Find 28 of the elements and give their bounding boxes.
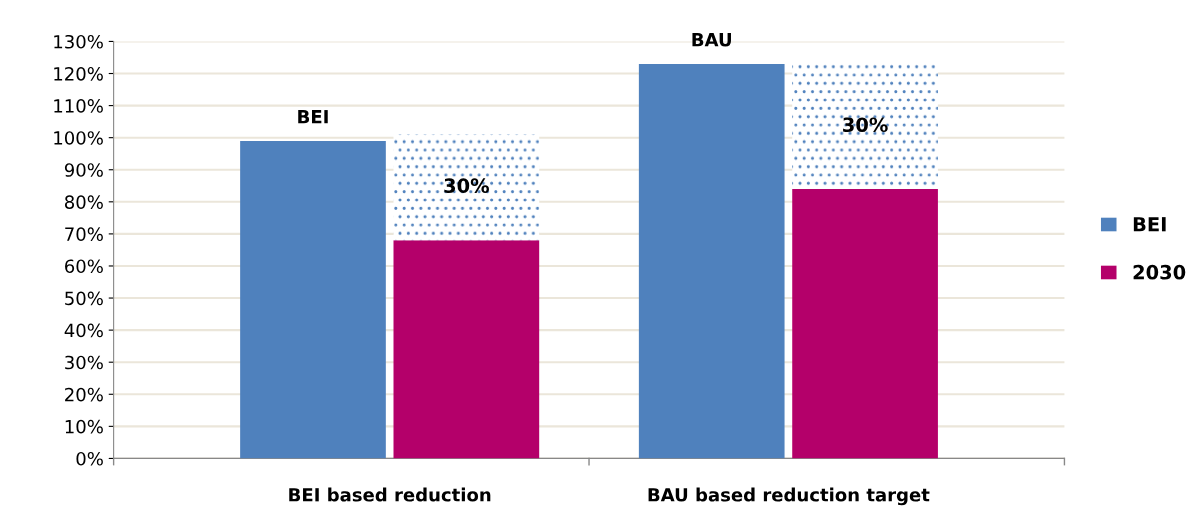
annotation: BEI bbox=[298, 110, 328, 124]
y-tick-label: 30% bbox=[65, 355, 103, 370]
annotation: 30% bbox=[843, 117, 888, 133]
text: BAU based reduction target bbox=[648, 487, 930, 506]
y-tick-label: 40% bbox=[64, 323, 103, 338]
annotation: BAU bbox=[692, 33, 731, 47]
bar bbox=[393, 240, 540, 459]
y-tick-label: 120% bbox=[54, 66, 103, 81]
y-tick-label: 100% bbox=[54, 131, 103, 145]
legend-label: BEI bbox=[1133, 217, 1166, 232]
y-tick-label: 0% bbox=[76, 451, 103, 466]
y-tick-label: 90% bbox=[64, 163, 103, 177]
y-tick-label: 80% bbox=[64, 195, 103, 209]
annotation: 30% bbox=[444, 178, 489, 194]
bar bbox=[240, 140, 386, 459]
bar bbox=[638, 63, 785, 459]
y-tick-label: 50% bbox=[65, 291, 103, 306]
bar bbox=[792, 63, 938, 189]
y-tick-label: 70% bbox=[65, 227, 103, 242]
bar bbox=[792, 188, 938, 459]
y-tick-label: 20% bbox=[65, 387, 103, 402]
text: BEI based reduction bbox=[289, 487, 491, 502]
y-tick-label: 110% bbox=[54, 99, 103, 113]
y-tick-label: 130% bbox=[54, 34, 103, 49]
y-tick-label: 10% bbox=[65, 419, 103, 434]
legend-label: 2030 bbox=[1133, 264, 1186, 280]
y-tick-label: 60% bbox=[65, 259, 103, 274]
bar bbox=[393, 134, 540, 241]
